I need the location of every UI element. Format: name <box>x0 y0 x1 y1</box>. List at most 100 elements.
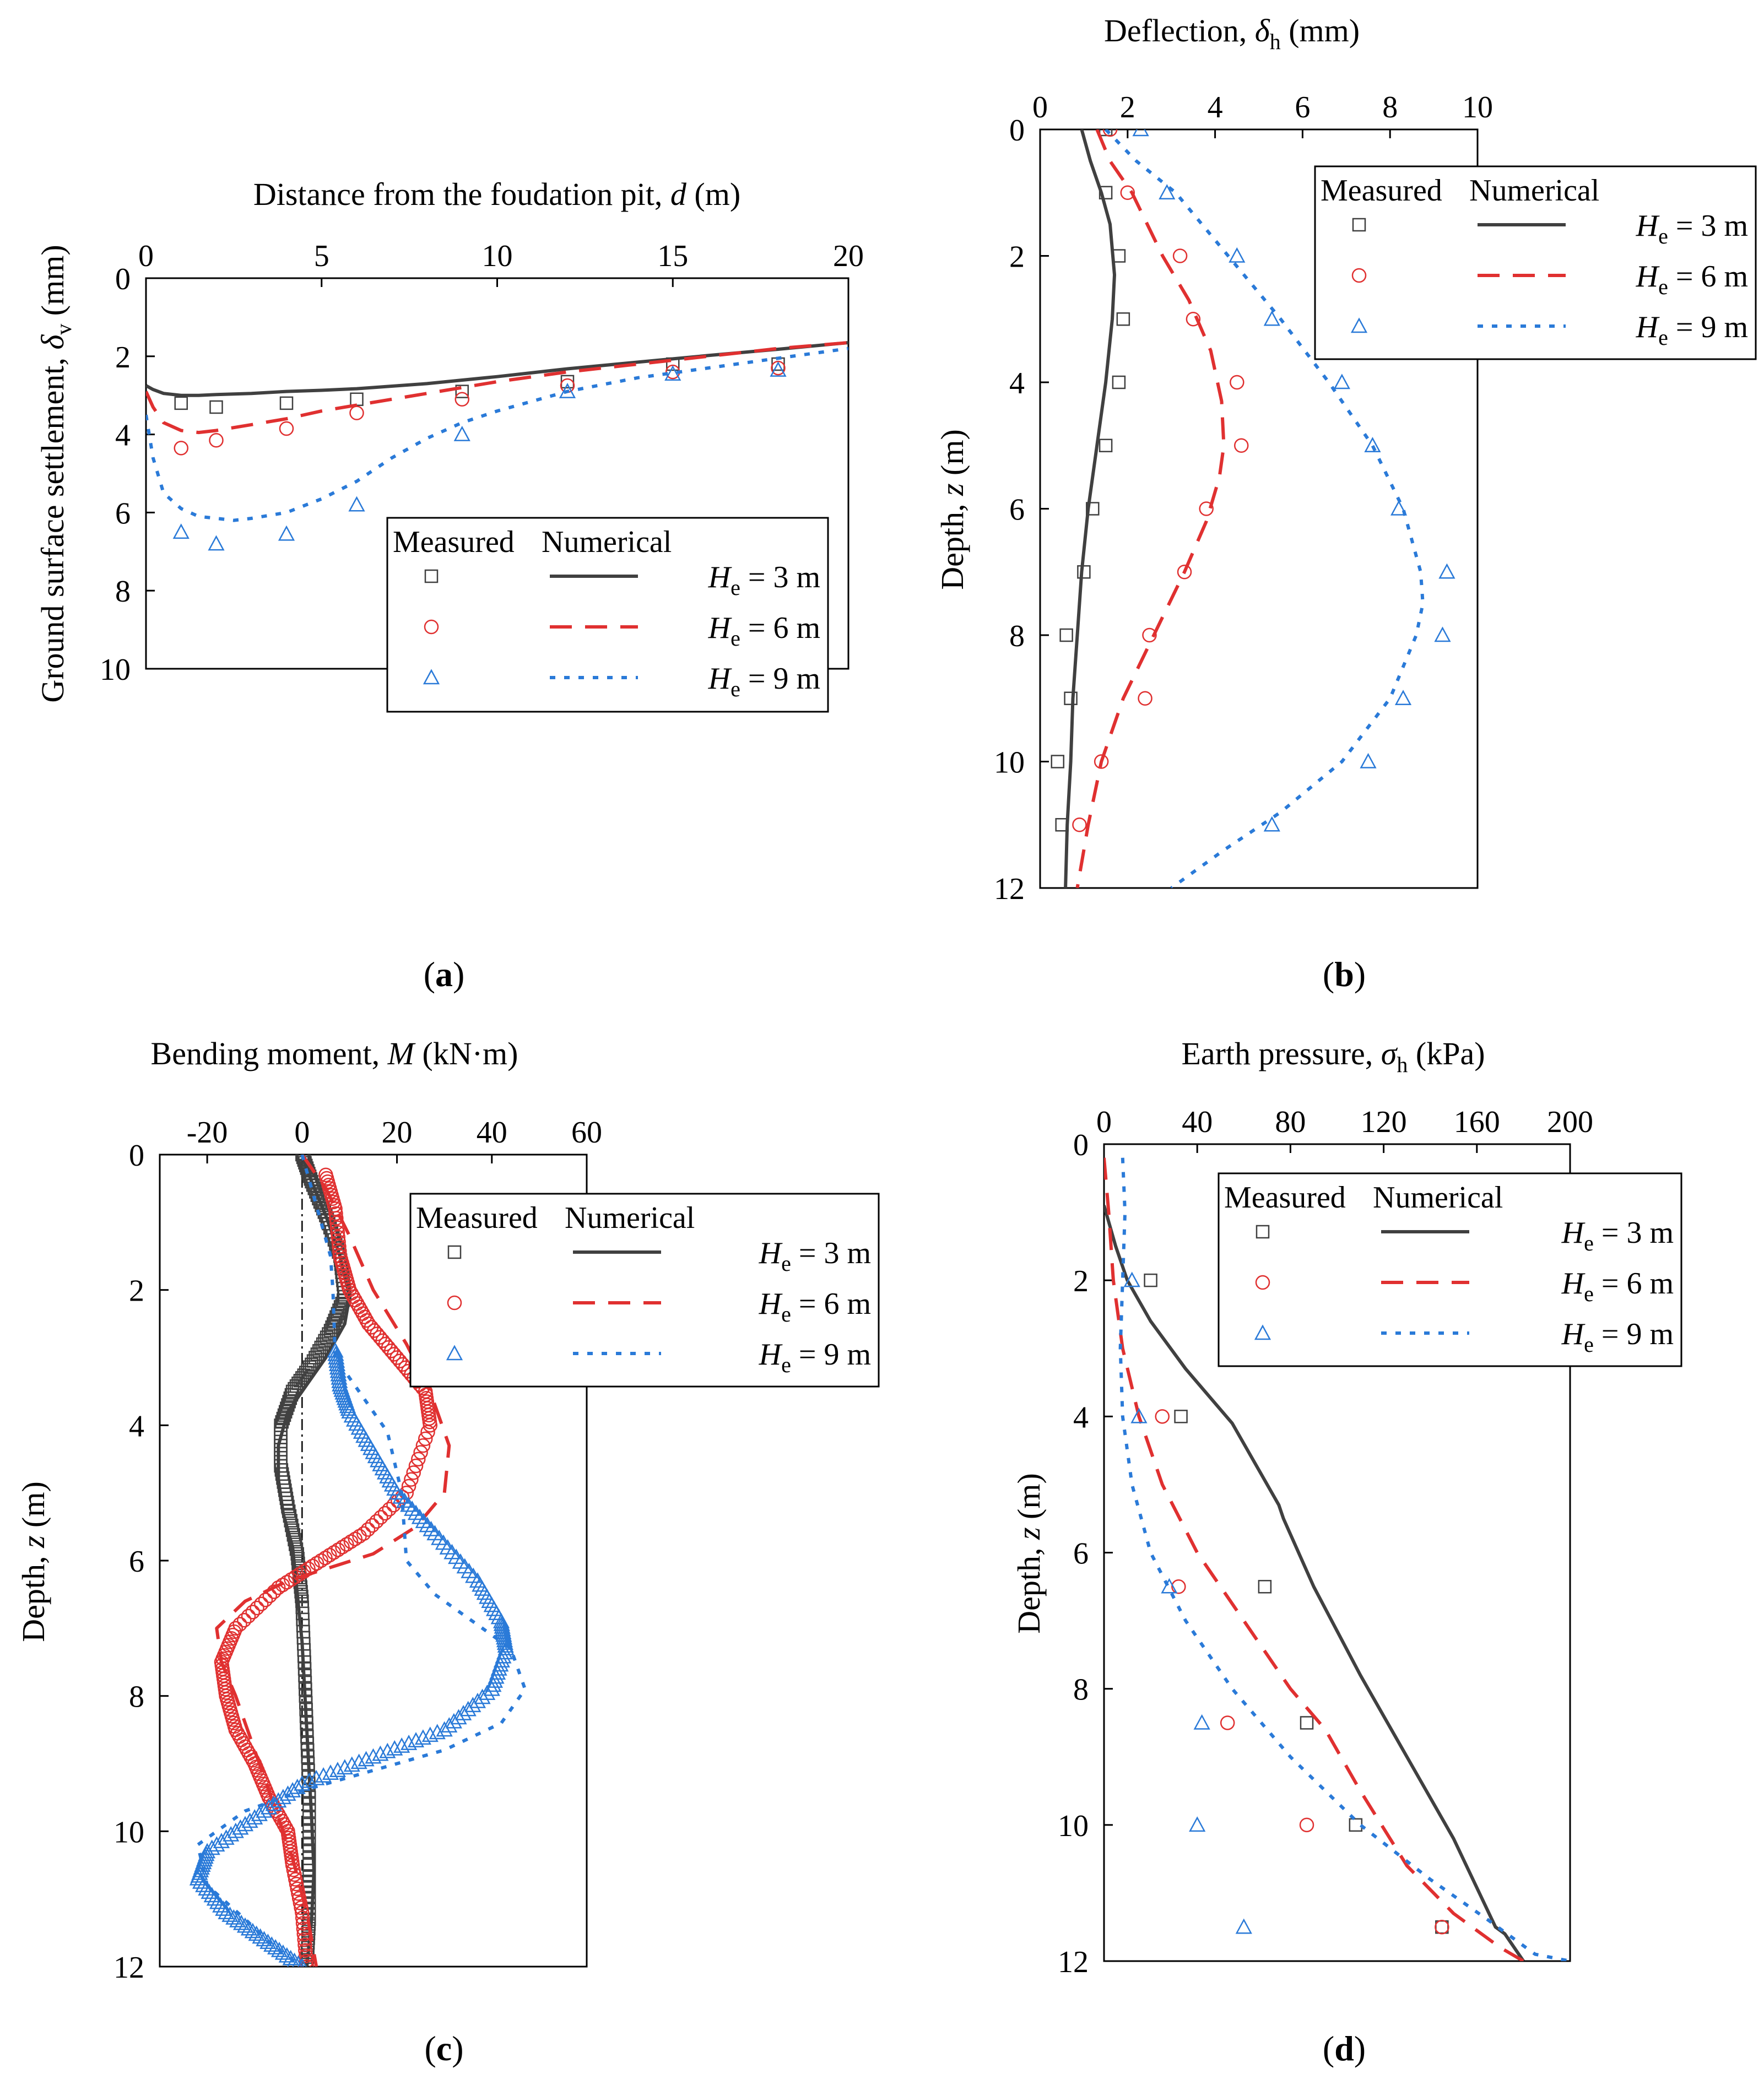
measured-point-3 <box>329 1762 347 1778</box>
y-tick-label: 4 <box>129 1409 144 1443</box>
measured-point-3 <box>225 1909 242 1925</box>
y-tick-label: 6 <box>129 1545 144 1579</box>
x-tick-label: 0 <box>138 239 154 273</box>
legend-entry-3: He = 9 m <box>708 662 820 701</box>
legend-marker-3 <box>1350 317 1368 333</box>
series-group <box>1104 1157 1570 1961</box>
measured-point-1 <box>307 1182 321 1195</box>
y-axis-title: Depth, z (m) <box>1011 1473 1047 1634</box>
numerical-line-1 <box>1064 129 1116 888</box>
measured-point-3 <box>322 1764 339 1780</box>
measured-point-3 <box>240 1920 257 1936</box>
measured-point-2 <box>331 1542 346 1557</box>
measured-point-2 <box>209 432 224 448</box>
measured-point-3 <box>450 1709 467 1725</box>
measured-point-3 <box>192 1873 209 1889</box>
measured-point-1 <box>302 1817 316 1832</box>
measured-point-2 <box>404 1472 419 1487</box>
measured-point-3 <box>404 1501 421 1516</box>
y-axis-title: Depth, z (m) <box>15 1481 51 1642</box>
legend-marker-2 <box>1351 268 1367 283</box>
x-tick-label: 10 <box>1462 90 1493 124</box>
measured-point-1 <box>1051 755 1065 768</box>
measured-point-3 <box>263 1936 280 1952</box>
measured-point-3 <box>1193 1714 1210 1730</box>
measured-point-2 <box>1199 501 1214 516</box>
measured-point-2 <box>331 1230 346 1245</box>
x-tick-label: 20 <box>833 239 864 273</box>
measured-point-2 <box>296 1564 312 1579</box>
measured-point-2 <box>369 1514 384 1529</box>
measured-point-2 <box>382 1502 397 1517</box>
numerical-line-3 <box>1104 129 1425 888</box>
measured-point-2 <box>357 1309 372 1325</box>
legend-marker-2 <box>447 1295 462 1311</box>
y-tick-label: 10 <box>113 1815 144 1849</box>
measured-point-1 <box>274 1447 288 1461</box>
measured-point-3 <box>256 1931 273 1947</box>
measured-point-3 <box>259 1934 277 1950</box>
measured-point-2 <box>332 1244 347 1259</box>
legend-entry-3: He = 9 m <box>759 1338 871 1377</box>
measured-point-1 <box>295 1155 309 1162</box>
measured-point-2 <box>254 1596 269 1611</box>
measured-point-1 <box>310 1188 324 1202</box>
measured-point-2 <box>326 1545 342 1560</box>
panel-label: (c) <box>424 2029 463 2068</box>
legend-entry-1: He = 3 m <box>1636 209 1748 248</box>
measured-point-3 <box>350 1753 367 1769</box>
measured-point-3 <box>455 1704 472 1720</box>
measured-point-3 <box>411 1508 428 1524</box>
measured-point-2 <box>408 1458 424 1474</box>
measured-point-2 <box>298 1943 313 1958</box>
measured-point-2 <box>329 1211 344 1226</box>
x-tick-label: 0 <box>1032 90 1048 124</box>
measured-point-2 <box>1177 565 1192 580</box>
measured-point-3 <box>419 1517 436 1533</box>
measured-point-2 <box>237 1612 252 1628</box>
measured-point-2 <box>401 1479 416 1494</box>
measured-point-1 <box>302 1831 316 1845</box>
measured-point-3 <box>392 1488 409 1504</box>
panel-label: (d) <box>1323 2029 1366 2068</box>
measured-point-3 <box>365 1748 382 1764</box>
measured-point-3 <box>236 1917 254 1933</box>
measured-point-2 <box>241 1609 256 1623</box>
measured-point-3 <box>308 1769 325 1785</box>
measured-point-3 <box>233 1914 250 1930</box>
measured-point-3 <box>301 1772 318 1788</box>
measured-point-2 <box>299 1959 315 1967</box>
measured-point-2 <box>343 1534 359 1549</box>
x-tick-label: 10 <box>482 239 513 273</box>
y-tick-label: 10 <box>994 746 1025 780</box>
x-tick-label: 0 <box>1096 1105 1112 1139</box>
legend-marker-1 <box>1256 1225 1270 1239</box>
legend-entry-2: He = 6 m <box>708 611 820 651</box>
y-tick-label: 6 <box>1073 1537 1089 1571</box>
measured-point-3 <box>770 361 787 377</box>
measured-point-3 <box>445 1713 462 1729</box>
y-tick-label: 4 <box>115 419 131 453</box>
measured-point-3 <box>1394 690 1412 705</box>
measured-point-3 <box>396 1492 413 1508</box>
x-axis-title: Deflection, δh (mm) <box>1104 13 1360 54</box>
measured-point-2 <box>1299 1817 1314 1833</box>
measured-point-2 <box>245 1605 261 1620</box>
measured-point-2 <box>298 1948 313 1963</box>
y-tick-label: 8 <box>115 575 131 609</box>
measured-point-3 <box>212 1897 229 1913</box>
measured-point-2 <box>1220 1715 1235 1730</box>
measured-point-1 <box>209 400 223 414</box>
legend-marker-1 <box>447 1245 462 1259</box>
measured-point-3 <box>315 1767 332 1783</box>
legend-marker-3 <box>423 669 440 685</box>
measured-point-2 <box>1172 248 1188 263</box>
panel-label: (a) <box>424 955 465 994</box>
measured-point-1 <box>302 1838 316 1852</box>
measured-point-3 <box>215 1900 232 1916</box>
y-tick-label: 12 <box>113 1951 144 1985</box>
measured-point-2 <box>1142 627 1157 643</box>
x-tick-label: 80 <box>1275 1105 1306 1139</box>
measured-point-3 <box>474 1688 491 1704</box>
measured-point-1 <box>302 1804 316 1818</box>
